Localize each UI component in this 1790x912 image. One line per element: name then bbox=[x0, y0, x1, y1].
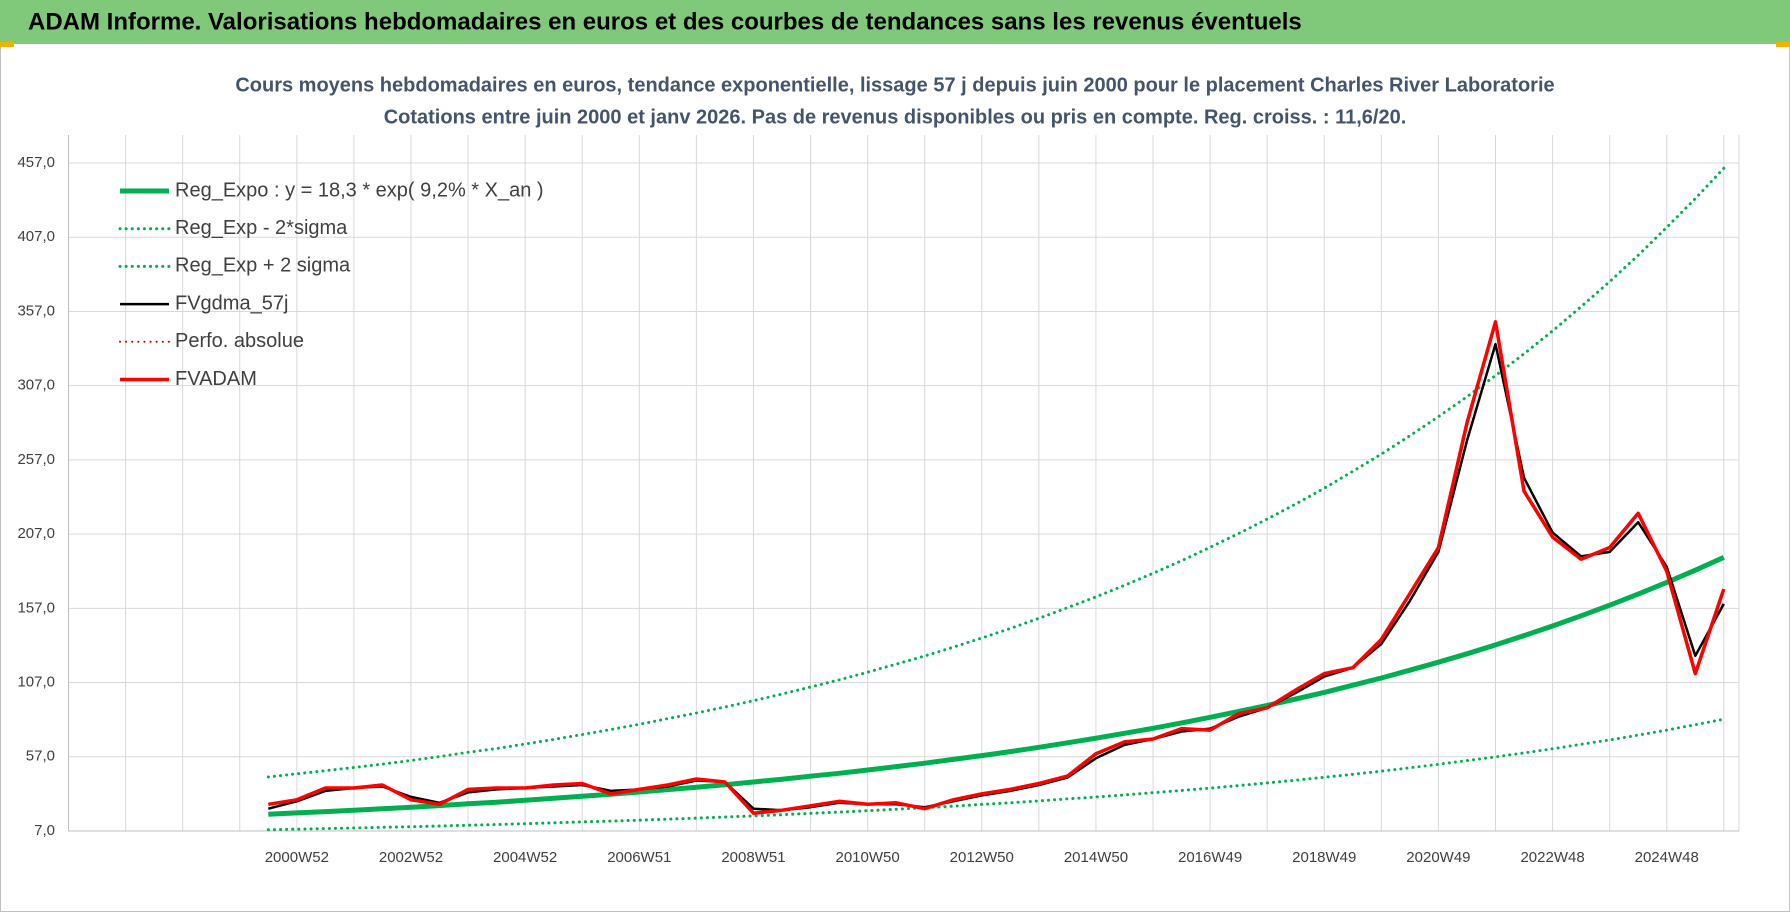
x-tick-label: 2024W48 bbox=[1635, 849, 1699, 866]
x-tick-label: 2002W52 bbox=[379, 849, 443, 866]
y-tick-label: 257,0 bbox=[17, 451, 55, 468]
x-tick-label: 2022W48 bbox=[1520, 849, 1584, 866]
y-tick-label: 107,0 bbox=[17, 674, 55, 691]
y-tick-label: 307,0 bbox=[17, 377, 55, 394]
corner-mark bbox=[0, 42, 14, 47]
legend-label: Reg_Exp + 2 sigma bbox=[175, 255, 351, 277]
header-bar bbox=[0, 0, 1790, 44]
x-tick-label: 2004W52 bbox=[493, 849, 557, 866]
legend-label: Reg_Exp - 2*sigma bbox=[175, 217, 348, 239]
x-tick-label: 2020W49 bbox=[1406, 849, 1470, 866]
series-line bbox=[268, 320, 1726, 815]
y-tick-label: 7,0 bbox=[34, 822, 55, 839]
y-tick-label: 207,0 bbox=[17, 525, 55, 542]
y-tick-label: 357,0 bbox=[17, 302, 55, 319]
x-tick-label: 2012W50 bbox=[950, 849, 1014, 866]
y-tick-label: 157,0 bbox=[17, 599, 55, 616]
x-tick-label: 2016W49 bbox=[1178, 849, 1242, 866]
x-tick-label: 2006W51 bbox=[607, 849, 671, 866]
chart-title: Cours moyens hebdomadaires en euros, ten… bbox=[235, 74, 1554, 96]
legend-label: FVgdma_57j bbox=[175, 292, 288, 314]
legend-label: Reg_Expo : y = 18,3 * exp( 9,2% * X_an ) bbox=[175, 179, 544, 201]
corner-mark bbox=[1776, 42, 1790, 47]
legend-label: FVADAM bbox=[175, 368, 257, 390]
x-tick-label: 2018W49 bbox=[1292, 849, 1356, 866]
chart-subtitle: Cotations entre juin 2000 et janv 2026. … bbox=[384, 106, 1407, 128]
header-title: ADAM Informe. Valorisations hebdomadaire… bbox=[28, 8, 1302, 35]
y-tick-label: 457,0 bbox=[17, 154, 55, 171]
series-line bbox=[266, 166, 1726, 779]
x-tick-label: 2008W51 bbox=[721, 849, 785, 866]
x-tick-label: 2014W50 bbox=[1064, 849, 1128, 866]
series-line bbox=[268, 555, 1725, 817]
y-tick-label: 57,0 bbox=[26, 748, 55, 765]
series-line bbox=[266, 717, 1726, 832]
y-tick-label: 407,0 bbox=[17, 228, 55, 245]
legend-label: Perfo. absolue bbox=[175, 330, 304, 352]
x-tick-label: 2010W50 bbox=[836, 849, 900, 866]
x-tick-label: 2000W52 bbox=[265, 849, 329, 866]
